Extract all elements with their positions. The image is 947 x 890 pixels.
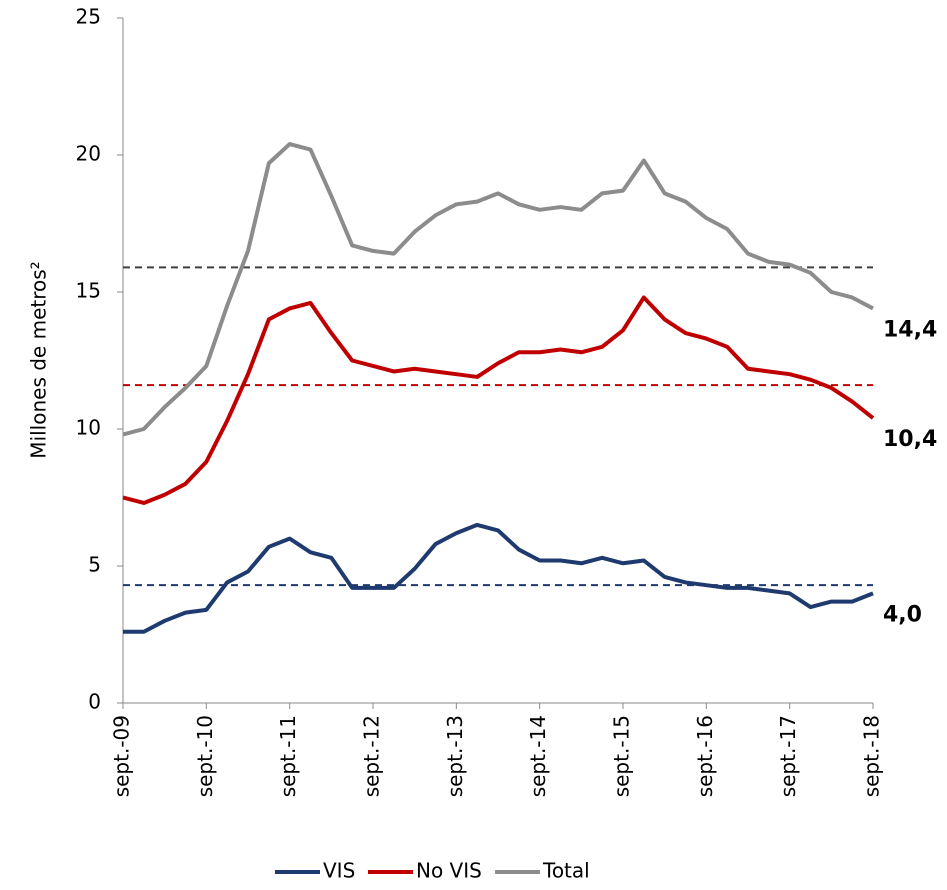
y-tick-label: 5 bbox=[88, 553, 101, 577]
x-tick-label: sept.-10 bbox=[193, 715, 217, 797]
x-tick-label: sept.-16 bbox=[693, 715, 717, 797]
legend-label: VIS bbox=[323, 859, 355, 883]
y-axis-label: Millones de metros² bbox=[27, 261, 51, 458]
y-tick-label: 25 bbox=[76, 5, 101, 29]
x-tick-label: sept.-18 bbox=[860, 715, 884, 797]
legend-label: No VIS bbox=[416, 859, 482, 883]
x-tick-label: sept.-09 bbox=[110, 715, 134, 797]
x-tick-label: sept.-14 bbox=[526, 715, 550, 797]
x-tick-label: sept.-15 bbox=[610, 715, 634, 797]
series-line bbox=[122, 295, 875, 505]
y-tick-label: 20 bbox=[76, 142, 101, 166]
end-label: 10,4 bbox=[883, 427, 937, 452]
end-label: 14,4 bbox=[883, 317, 937, 342]
y-tick-label: 10 bbox=[76, 416, 101, 440]
y-tick-label: 0 bbox=[88, 690, 101, 714]
x-tick-label: sept.-17 bbox=[776, 715, 800, 797]
series-line bbox=[123, 522, 874, 634]
series-line bbox=[122, 142, 874, 437]
x-tick-label: sept.-11 bbox=[276, 715, 300, 797]
x-tick-label: sept.-13 bbox=[443, 715, 467, 797]
end-label: 4,0 bbox=[883, 602, 922, 627]
y-tick-label: 15 bbox=[76, 279, 101, 303]
x-tick-label: sept.-12 bbox=[360, 715, 384, 797]
legend-label: Total bbox=[542, 859, 590, 883]
